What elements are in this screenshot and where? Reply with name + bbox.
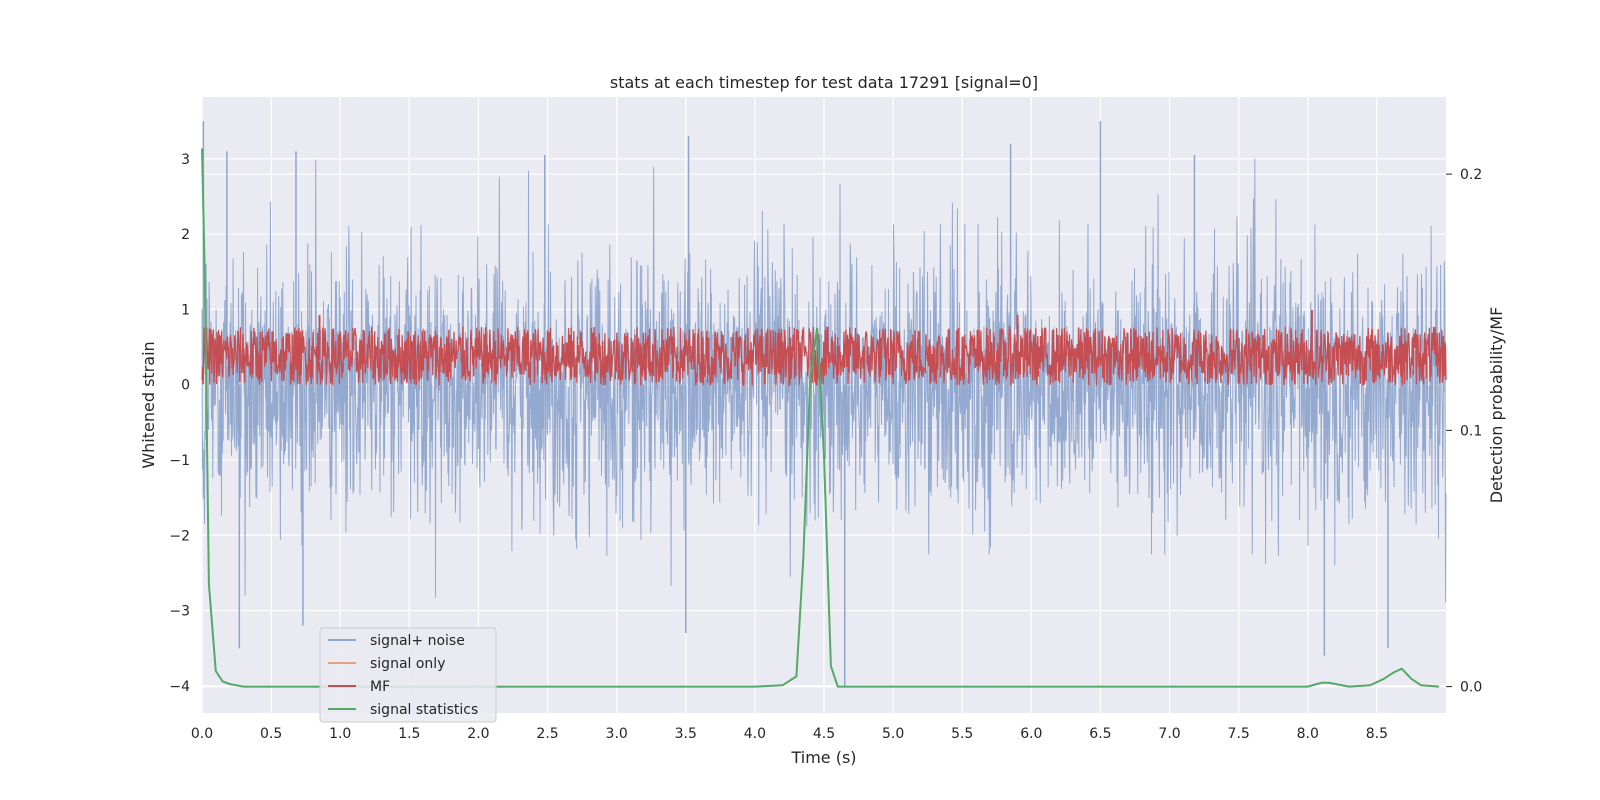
right-y-tick-label: 0.2 xyxy=(1460,167,1482,183)
x-tick-label: 6.5 xyxy=(1089,726,1111,742)
x-tick-label: 0.5 xyxy=(260,726,282,742)
signal-statistics-line xyxy=(201,148,1440,688)
x-tick-label: 8.0 xyxy=(1297,726,1319,742)
x-tick-label: 1.0 xyxy=(329,726,351,742)
right-y-axis-ticks: 0.0 0.1 0.2 xyxy=(1446,167,1482,696)
mf-line xyxy=(201,325,1447,386)
x-tick-label: 2.0 xyxy=(467,726,489,742)
mf-series xyxy=(201,309,1447,386)
x-tick-label: 1.5 xyxy=(398,726,420,742)
x-tick-label: 5.0 xyxy=(882,726,904,742)
left-y-tick-label: 1 xyxy=(181,302,190,318)
x-tick-label: 8.5 xyxy=(1366,726,1388,742)
x-tick-label: 7.5 xyxy=(1228,726,1250,742)
left-y-axis-label: Whitened strain xyxy=(139,341,158,468)
x-tick-label: 4.5 xyxy=(813,726,835,742)
legend-box xyxy=(319,627,497,723)
left-y-tick-label: −3 xyxy=(169,604,190,620)
legend: signal+ noise signal only MF signal stat… xyxy=(319,627,497,723)
x-tick-label: 5.5 xyxy=(951,726,973,742)
right-y-tick-label: 0.0 xyxy=(1460,680,1482,696)
left-y-tick-label: −1 xyxy=(169,453,190,469)
left-y-tick-label: 3 xyxy=(181,152,190,168)
x-tick-label: 3.0 xyxy=(606,726,628,742)
legend-label-signal-statistics: signal statistics xyxy=(370,702,478,718)
x-tick-label: 4.0 xyxy=(744,726,766,742)
signal-noise-line xyxy=(201,158,1447,603)
left-y-axis-ticks: −4 −3 −2 −1 0 1 2 3 xyxy=(169,152,190,695)
left-y-tick-label: 2 xyxy=(181,227,190,243)
x-tick-label: 3.5 xyxy=(675,726,697,742)
left-y-tick-label: −4 xyxy=(169,679,190,695)
x-tick-label: 2.5 xyxy=(536,726,558,742)
signal-statistics-series xyxy=(201,148,1440,688)
right-y-tick-label: 0.1 xyxy=(1460,423,1482,439)
x-tick-label: 7.0 xyxy=(1158,726,1180,742)
right-y-axis-label: Detection probability/MF xyxy=(1487,307,1506,504)
x-axis-ticks: 0.0 0.5 1.0 1.5 2.0 2.5 3.0 3.5 4.0 4.5 5.0 5.5 6.0 6… xyxy=(191,726,1388,742)
x-tick-label: 6.0 xyxy=(1020,726,1042,742)
legend-label-signal-only: signal only xyxy=(370,656,445,672)
left-y-tick-label: −2 xyxy=(169,528,190,544)
x-tick-label: 0.0 xyxy=(191,726,213,742)
signal-noise-series xyxy=(201,121,1447,686)
legend-label-signal-noise: signal+ noise xyxy=(370,633,465,649)
chart-title: stats at each timestep for test data 172… xyxy=(610,73,1038,92)
legend-label-mf: MF xyxy=(370,679,390,695)
x-axis-label: Time (s) xyxy=(790,748,856,767)
left-y-tick-label: 0 xyxy=(181,378,190,394)
